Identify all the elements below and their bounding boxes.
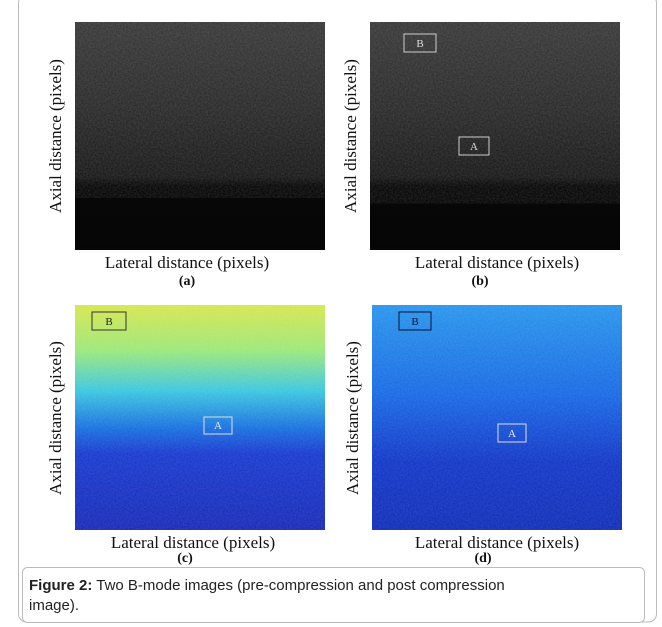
caption-cont: image).	[29, 597, 79, 614]
panel-images	[75, 22, 622, 530]
x-label: Lateral distance (pixels)	[105, 253, 269, 272]
x-label: Lateral distance (pixels)	[415, 253, 579, 272]
roi-label: A	[508, 428, 516, 440]
panel-tag: (d)	[474, 551, 491, 566]
roi-box	[403, 33, 437, 53]
roi-boxes: B A B A B A	[91, 33, 527, 443]
y-label: Axial distance (pixels)	[46, 59, 65, 213]
roi-label: A	[470, 141, 478, 153]
roi-box	[458, 136, 490, 156]
roi-box	[203, 416, 233, 435]
y-label: Axial distance (pixels)	[46, 341, 65, 495]
roi-label: B	[105, 316, 112, 328]
speckle	[370, 22, 620, 187]
labels: Axial distance (pixels) Axial distance (…	[46, 59, 579, 566]
caption-text: Two B-mode images (pre-compression and p…	[96, 577, 505, 594]
caption-label: Figure 2:	[29, 577, 92, 594]
roi-box	[91, 311, 127, 331]
y-label: Axial distance (pixels)	[343, 341, 362, 495]
speckle	[75, 22, 325, 182]
panel-tag: (a)	[179, 274, 196, 289]
speckle	[75, 305, 325, 530]
roi-box	[497, 423, 527, 443]
caption-box	[22, 567, 645, 623]
speckle	[372, 305, 622, 530]
x-label: Lateral distance (pixels)	[415, 533, 579, 552]
caption: Figure 2: Two B-mode images (pre-compres…	[29, 577, 505, 594]
panel-tag: (b)	[471, 274, 488, 289]
roi-box	[398, 311, 432, 331]
roi-label: B	[416, 38, 423, 50]
y-label: Axial distance (pixels)	[341, 59, 360, 213]
x-label: Lateral distance (pixels)	[111, 533, 275, 552]
roi-label: A	[214, 420, 222, 432]
roi-label: B	[411, 316, 418, 328]
panel-tag: (c)	[177, 551, 193, 566]
